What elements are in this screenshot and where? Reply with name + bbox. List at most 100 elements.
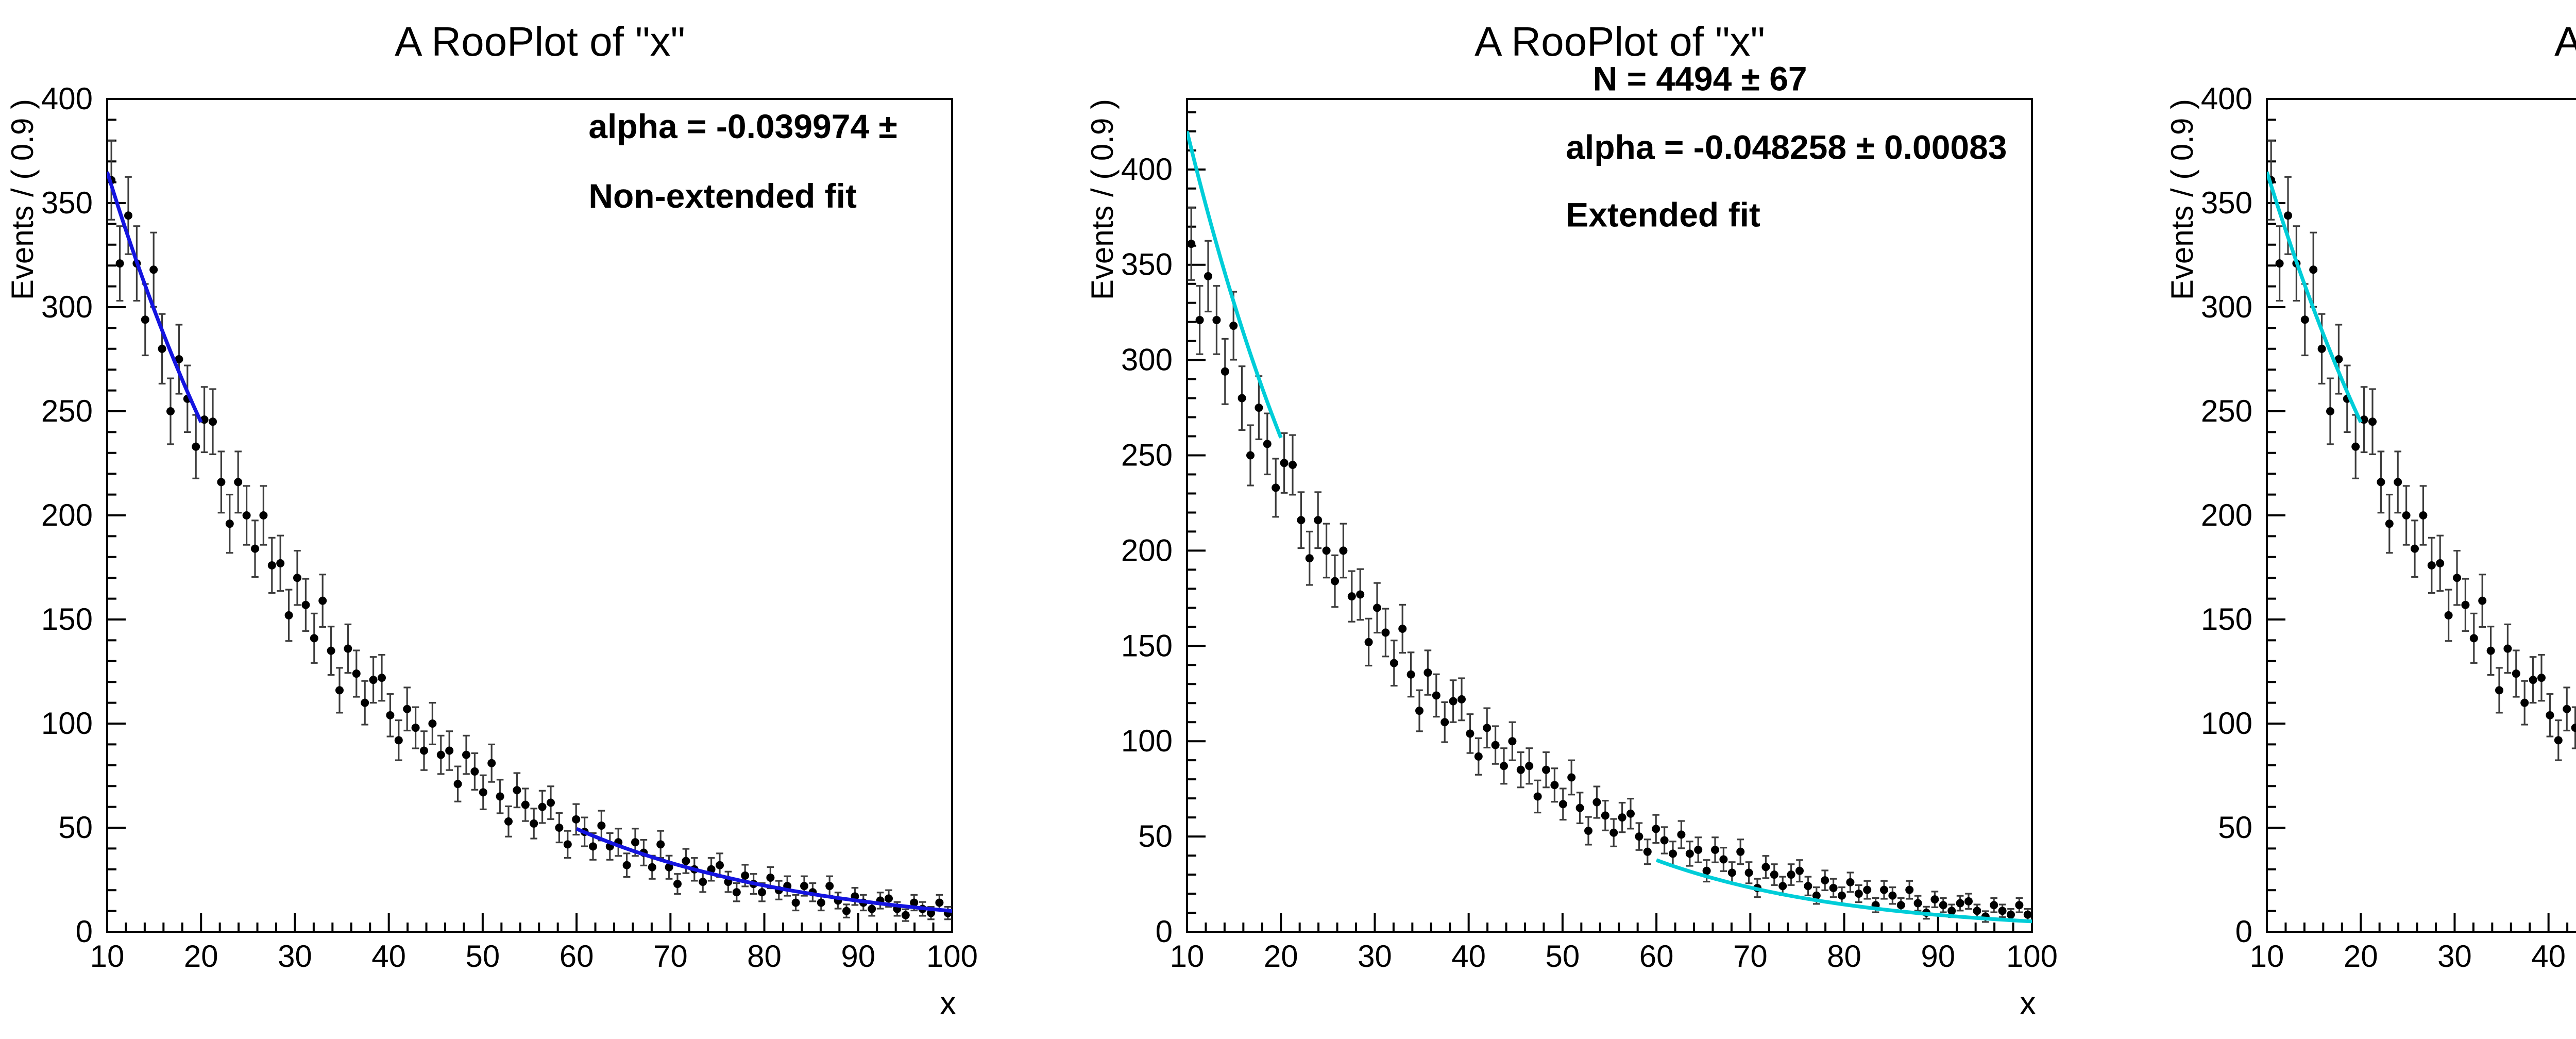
data-point <box>1533 792 1542 801</box>
data-point <box>766 873 775 882</box>
plot-frame <box>1186 98 2033 933</box>
data-point <box>344 644 352 653</box>
y-tick-label: 400 <box>2201 81 2252 116</box>
data-point <box>479 788 487 797</box>
data-point <box>1635 832 1643 841</box>
data-point <box>1896 901 1905 910</box>
data-series <box>107 140 952 922</box>
fit-annotation: Extended fit <box>1566 195 1760 233</box>
data-point <box>420 746 428 755</box>
data-point <box>1347 592 1356 601</box>
x-tick-label: 30 <box>278 939 312 974</box>
data-point <box>1263 440 1272 448</box>
x-tick-label: 80 <box>1827 939 1861 974</box>
data-point <box>1660 836 1669 845</box>
rooplot-panel-extended: 10 20 30 40 50 60 70 80 90 100 0 50 100 150 200 250 300 3… <box>1085 19 2058 1021</box>
data-point <box>1272 483 1280 492</box>
data-point <box>267 561 276 569</box>
data-point <box>1744 868 1753 877</box>
y-tick-label: 400 <box>1121 152 1173 187</box>
data-point <box>1297 516 1306 525</box>
y-tick-label: 400 <box>41 81 93 116</box>
data-point <box>1643 847 1652 856</box>
data-point <box>2537 674 2546 682</box>
data-point <box>251 544 259 553</box>
data-point <box>572 815 581 824</box>
data-point <box>656 840 665 849</box>
data-point <box>1221 367 1229 376</box>
x-axis-title: x <box>940 984 956 1021</box>
data-point <box>462 750 470 759</box>
y-tick-label: 350 <box>1121 247 1173 282</box>
x-tick-label: 100 <box>2006 939 2058 974</box>
data-point <box>521 800 530 809</box>
data-point <box>2351 442 2360 451</box>
x-axis-title: x <box>2020 984 2036 1021</box>
data-point <box>1711 845 1719 854</box>
data-point <box>1964 897 1973 906</box>
data-point <box>1846 878 1855 886</box>
data-point <box>1356 590 1365 599</box>
data-point <box>293 574 301 582</box>
data-point <box>589 842 597 851</box>
data-point <box>115 259 124 268</box>
data-point <box>209 417 217 426</box>
y-tick-label: 300 <box>1121 343 1173 377</box>
data-point <box>2495 686 2503 695</box>
data-point <box>1381 628 1390 637</box>
data-point <box>1373 604 1381 612</box>
data-point <box>665 863 673 872</box>
y-tick-label: 150 <box>2201 602 2252 636</box>
data-point <box>1187 240 1196 248</box>
data-point <box>2554 736 2563 745</box>
data-point <box>2546 711 2554 719</box>
data-point <box>885 894 893 903</box>
x-tick-label: 20 <box>2344 939 2378 974</box>
data-point <box>1618 813 1626 822</box>
data-point <box>1727 868 1736 877</box>
data-point <box>825 882 834 891</box>
x-tick-label: 70 <box>1733 939 1768 974</box>
data-point <box>1322 546 1331 555</box>
data-point <box>2394 478 2402 487</box>
data-point <box>2453 574 2461 582</box>
data-point <box>2385 520 2394 528</box>
data-point <box>1838 891 1846 900</box>
data-point <box>225 520 234 528</box>
data-point <box>496 792 504 801</box>
data-point <box>555 824 564 832</box>
data-point <box>192 442 200 451</box>
data-point <box>470 767 479 776</box>
y-tick-label: 300 <box>2201 290 2252 324</box>
data-point <box>1423 668 1432 677</box>
data-point <box>1406 670 1415 679</box>
data-point <box>327 646 335 655</box>
data-point <box>1432 691 1440 700</box>
y-tick-label: 350 <box>2201 186 2252 220</box>
data-point <box>2503 644 2512 653</box>
data-point <box>1415 707 1423 715</box>
data-point <box>1787 870 1795 879</box>
data-point <box>513 786 521 795</box>
data-point <box>386 711 395 719</box>
data-point <box>259 511 268 520</box>
data-point <box>1863 885 1872 894</box>
data-point <box>1913 899 1922 908</box>
data-point <box>716 861 724 869</box>
data-point <box>1685 849 1694 858</box>
y-tick-label: 200 <box>1121 533 1173 567</box>
data-point <box>1466 729 1475 738</box>
data-point <box>1956 899 1964 908</box>
data-point <box>2007 910 2015 919</box>
data-point <box>901 911 910 919</box>
data-point <box>1458 695 1466 703</box>
data-point <box>2436 559 2445 567</box>
data-point <box>648 863 656 872</box>
data-point <box>1389 659 1398 667</box>
data-point <box>428 719 437 728</box>
data-point <box>2309 265 2318 274</box>
x-tick-label: 90 <box>841 939 875 974</box>
data-point <box>538 802 547 811</box>
data-point <box>1804 882 1812 891</box>
y-axis-title: Events / ( 0.9 ) <box>2165 99 2199 300</box>
